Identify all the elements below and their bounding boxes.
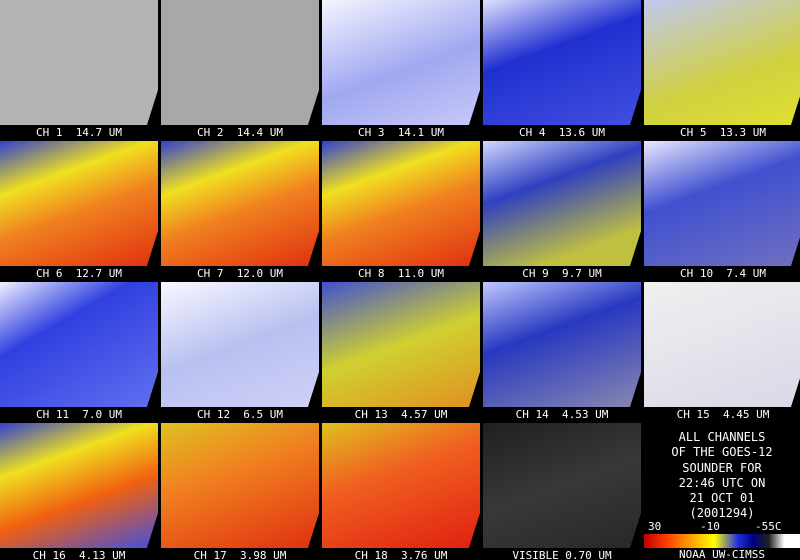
satellite-image [322,282,480,407]
channel-label: CH 5 13.3 UM [679,126,767,139]
channel-label: CH 2 14.4 UM [196,126,284,139]
satellite-image [644,0,800,125]
info-line: (2001294) [689,506,755,521]
satellite-image [322,141,480,266]
satellite-image [0,423,158,548]
channel-panel: CH 9 9.7 UM [483,141,641,281]
info-text: ALL CHANNELS OF THE GOES-12 SOUNDER FOR 22:… [644,430,800,522]
channel-panel: CH 1 14.7 UM [0,0,158,140]
channel-panel: CH 4 13.6 UM [483,0,641,140]
channel-label: CH 15 4.45 UM [676,408,770,421]
colorbar-label: -55C [755,520,782,533]
channel-panel: CH 7 12.0 UM [161,141,319,281]
channel-panel: CH 14 4.53 UM [483,282,641,422]
channel-label: CH 16 4.13 UM [32,549,126,560]
channel-panel: CH 15 4.45 UM [644,282,800,422]
info-line: 21 OCT 01 [689,491,755,506]
satellite-image [161,0,319,125]
channel-label: CH 11 7.0 UM [35,408,123,421]
info-line: 22:46 UTC ON [678,475,766,490]
colorbar-label: 30 [648,520,662,533]
channel-label: CH 12 6.5 UM [196,408,284,421]
colorbar-label: -10 [700,520,720,533]
info-line: ALL CHANNELS [678,430,766,444]
channel-label: CH 1 14.7 UM [35,126,123,139]
channel-panel: CH 10 7.4 UM [644,141,800,281]
channel-label: CH 7 12.0 UM [196,267,284,280]
satellite-image [0,282,158,407]
channel-label: CH 3 14.1 UM [357,126,445,139]
channel-panel: CH 12 6.5 UM [161,282,319,422]
channel-panel: CH 8 11.0 UM [322,141,480,281]
channel-label: CH 4 13.6 UM [518,126,606,139]
channel-panel: CH 16 4.13 UM [0,423,158,560]
info-line: SOUNDER FOR [682,460,762,475]
satellite-image [483,282,641,407]
channel-panel: CH 2 14.4 UM [161,0,319,140]
credit: NOAA UW-CIMSS [678,548,766,560]
channel-panel: CH 5 13.3 UM [644,0,800,140]
channel-panel: CH 18 3.76 UM [322,423,480,560]
channel-label: CH 8 11.0 UM [357,267,445,280]
channel-label: VISIBLE 0.70 UM [512,549,612,560]
channel-label: CH 13 4.57 UM [354,408,448,421]
channel-panel: CH 3 14.1 UM [322,0,480,140]
satellite-image [0,0,158,125]
channel-label: CH 14 4.53 UM [515,408,609,421]
satellite-image [322,0,480,125]
satellite-image [161,282,319,407]
channel-label: CH 9 9.7 UM [522,267,602,280]
info-line: OF THE GOES-12 [671,445,773,460]
channel-panel: CH 11 7.0 UM [0,282,158,422]
channel-panel: CH 6 12.7 UM [0,141,158,281]
channel-label: CH 17 3.98 UM [193,549,287,560]
channel-panel: VISIBLE 0.70 UM [483,423,641,560]
satellite-image [483,423,641,548]
satellite-image [322,423,480,548]
satellite-image [644,141,800,266]
satellite-image [0,141,158,266]
satellite-image [483,0,641,125]
channel-panel: CH 13 4.57 UM [322,282,480,422]
satellite-image [644,282,800,407]
channel-label: CH 10 7.4 UM [679,267,767,280]
channel-label: CH 6 12.7 UM [35,267,123,280]
satellite-image [161,423,319,548]
satellite-image [483,141,641,266]
colorbar [644,534,800,548]
channel-label: CH 18 3.76 UM [354,549,448,560]
satellite-image [161,141,319,266]
channel-panel: CH 17 3.98 UM [161,423,319,560]
